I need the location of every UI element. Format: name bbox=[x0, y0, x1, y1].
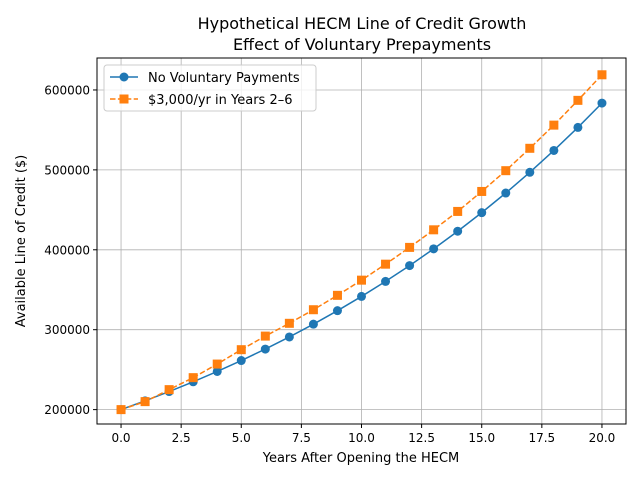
ticks: 0.0 2.5 5.0 7.5 10.0 12.5 15.0 17.5 20.0 200000 30… bbox=[44, 83, 615, 445]
data-point-square bbox=[188, 373, 198, 383]
data-point-circle bbox=[453, 226, 463, 236]
data-point-square bbox=[597, 70, 607, 80]
legend-box bbox=[103, 64, 317, 112]
grid bbox=[97, 58, 626, 424]
data-point-square bbox=[140, 397, 150, 407]
data-point-square bbox=[332, 290, 342, 300]
data-point-square bbox=[525, 143, 535, 153]
x-tick-label: 12.5 bbox=[408, 431, 435, 445]
legend-marker-square bbox=[119, 94, 129, 104]
data-point-square bbox=[429, 225, 439, 235]
y-tick-label: 300000 bbox=[44, 323, 90, 337]
data-point-square bbox=[116, 405, 126, 415]
data-point-square bbox=[573, 95, 583, 105]
legend-marker-circle bbox=[119, 72, 129, 82]
data-point-circle bbox=[573, 122, 583, 132]
data-point-circle bbox=[405, 261, 415, 271]
x-axis-label: Years After Opening the HECM bbox=[262, 451, 460, 466]
data-point-square bbox=[381, 259, 391, 269]
series-group bbox=[116, 70, 607, 415]
legend-label-1: $3,000/yr in Years 2–6 bbox=[148, 93, 293, 108]
x-tick-label: 17.5 bbox=[528, 431, 555, 445]
data-point-circle bbox=[381, 276, 391, 286]
data-point-circle bbox=[429, 244, 439, 254]
data-point-circle bbox=[332, 306, 342, 316]
chart-title-line-2: Effect of Voluntary Prepayments bbox=[233, 35, 491, 54]
data-point-circle bbox=[501, 188, 511, 198]
y-axis-label: Available Line of Credit ($) bbox=[14, 155, 29, 328]
x-tick-label: 7.5 bbox=[292, 431, 311, 445]
data-point-circle bbox=[357, 291, 366, 301]
chart-title-line-1: Hypothetical HECM Line of Credit Growth bbox=[198, 14, 527, 33]
data-point-square bbox=[236, 345, 246, 355]
legend: No Voluntary Payments $3,000/yr in Years… bbox=[103, 64, 317, 112]
y-tick-label: 200000 bbox=[44, 403, 90, 417]
data-point-square bbox=[308, 305, 318, 315]
data-point-circle bbox=[477, 208, 487, 218]
data-point-circle bbox=[308, 319, 318, 329]
x-tick-label: 5.0 bbox=[232, 431, 251, 445]
data-point-circle bbox=[260, 344, 270, 354]
x-tick-label: 10.0 bbox=[348, 431, 375, 445]
data-point-square bbox=[501, 166, 511, 176]
data-point-square bbox=[260, 331, 270, 341]
legend-label-0: No Voluntary Payments bbox=[148, 71, 300, 86]
x-tick-label: 20.0 bbox=[589, 431, 616, 445]
data-point-square bbox=[284, 318, 294, 328]
data-point-circle bbox=[236, 356, 246, 366]
data-point-square bbox=[405, 242, 415, 252]
data-point-square bbox=[212, 359, 222, 369]
x-tick-label: 2.5 bbox=[172, 431, 191, 445]
data-point-square bbox=[164, 385, 174, 395]
data-point-square bbox=[453, 206, 463, 216]
data-point-circle bbox=[597, 98, 607, 108]
y-tick-label: 500000 bbox=[44, 163, 90, 177]
data-point-circle bbox=[525, 167, 535, 177]
data-point-square bbox=[549, 120, 559, 130]
y-tick-label: 400000 bbox=[44, 243, 90, 257]
data-point-circle bbox=[549, 145, 559, 155]
x-tick-label: 0.0 bbox=[111, 431, 130, 445]
data-point-circle bbox=[212, 366, 222, 376]
y-tick-label: 600000 bbox=[44, 83, 90, 97]
x-tick-label: 15.0 bbox=[468, 431, 495, 445]
data-point-square bbox=[357, 275, 366, 285]
data-point-square bbox=[477, 186, 487, 196]
data-point-circle bbox=[284, 332, 294, 342]
